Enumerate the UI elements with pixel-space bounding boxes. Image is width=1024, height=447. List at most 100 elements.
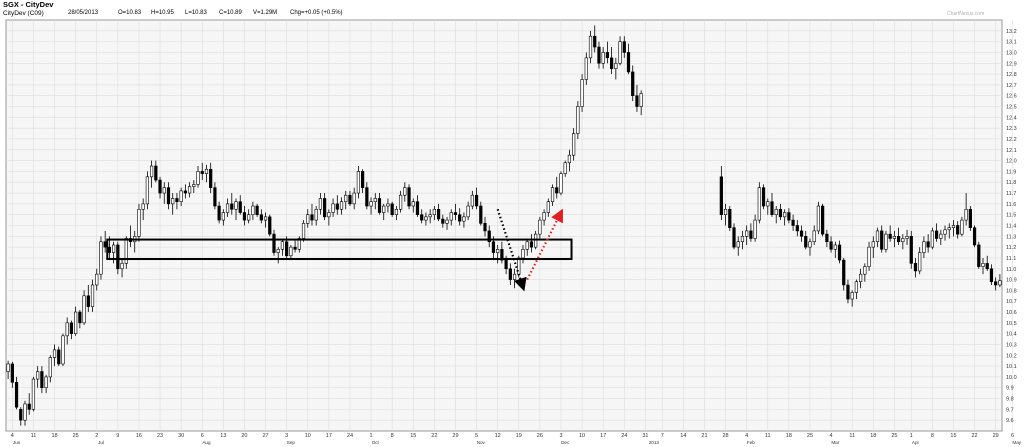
candle <box>57 346 61 367</box>
candle-body-up <box>567 154 572 164</box>
x-tick-label: 2 <box>95 433 98 439</box>
candle <box>964 193 968 226</box>
x-tick-label: 27 <box>262 433 268 439</box>
candle-body-up <box>251 205 255 215</box>
x-tick-label: 5 <box>475 433 478 439</box>
candle-body-down <box>994 281 998 286</box>
candle <box>483 216 487 237</box>
candle <box>428 209 432 224</box>
candle-body-up <box>82 295 86 324</box>
x-tick-label: 22 <box>431 433 437 439</box>
candle <box>749 223 753 242</box>
candle-body-down <box>487 230 491 243</box>
x-tick-label: 29 <box>452 433 458 439</box>
candle-body-down <box>57 349 61 365</box>
candle <box>892 230 896 248</box>
candle-body-down <box>238 201 242 213</box>
candle-body-down <box>989 268 994 283</box>
candle <box>137 203 141 242</box>
change-readout: Chg=+0.05 (+0.5%) <box>290 10 343 16</box>
candle <box>52 344 57 367</box>
candle <box>610 47 614 75</box>
candle <box>268 214 272 237</box>
candle-body-up <box>386 203 390 207</box>
candle-body-up <box>863 266 867 275</box>
x-tick-label: 8 <box>931 433 934 439</box>
candle <box>116 241 120 275</box>
candle-body-down <box>846 284 850 300</box>
candle-body-down <box>896 236 901 243</box>
candle-body-up <box>951 225 956 228</box>
candle-body-up <box>757 187 761 221</box>
candle-body-up <box>871 241 875 248</box>
candle-body-down <box>272 233 276 253</box>
candle <box>69 320 74 340</box>
candle <box>348 190 352 207</box>
candle-body-up <box>356 171 361 194</box>
candle-body-up <box>179 190 183 203</box>
candle <box>926 234 930 253</box>
x-month-label: Feb <box>747 440 755 445</box>
candle-body-down <box>377 198 382 213</box>
candle-body-down <box>390 203 394 215</box>
candle <box>854 279 859 300</box>
candle <box>10 361 14 388</box>
candle-body-up <box>162 187 166 194</box>
x-tick-label: 7 <box>661 433 664 439</box>
candle-body-up <box>859 273 863 283</box>
support-rectangle <box>106 238 573 261</box>
y-tick-label: 13.1 <box>1006 40 1017 46</box>
candle-body-down <box>420 214 424 221</box>
candle-body-up <box>854 281 859 293</box>
candle-body-down <box>19 409 23 421</box>
candle <box>913 257 918 278</box>
candle <box>19 407 23 426</box>
candle-body-up <box>65 322 69 337</box>
candle-body-down <box>86 295 90 307</box>
candle-body-up <box>580 79 584 107</box>
candle <box>994 277 998 291</box>
high-readout: H=10.95 <box>151 10 174 16</box>
candle-body-up <box>601 52 605 64</box>
candle <box>166 182 171 210</box>
y-tick-label: 11.0 <box>1006 267 1016 273</box>
y-tick-label: 13.2 <box>1006 29 1017 35</box>
candle-body-down <box>913 263 918 272</box>
y-tick-label: 9.8 <box>1006 397 1014 403</box>
candle-body-up <box>192 184 196 187</box>
candle-body-down <box>934 230 939 239</box>
candle-body-up <box>816 205 821 232</box>
candle-body-up <box>112 244 116 253</box>
candle <box>736 236 740 256</box>
candle-body-down <box>972 227 977 246</box>
candle <box>365 182 369 210</box>
candle-body-down <box>555 187 559 194</box>
candle <box>888 225 892 242</box>
candle-body-down <box>635 95 639 107</box>
candle-body-down <box>259 214 263 221</box>
candle <box>998 274 1002 288</box>
candle-body-down <box>458 214 462 222</box>
candle-body-down <box>268 216 272 235</box>
candle-body-up <box>875 230 880 243</box>
candle-body-down <box>441 218 445 224</box>
candle-body-up <box>445 219 449 224</box>
candle-body-up <box>234 201 238 210</box>
candle <box>40 366 44 394</box>
open-readout: O=10.83 <box>118 10 142 16</box>
candle-body-down <box>968 208 972 228</box>
candle <box>605 41 610 64</box>
candle <box>369 197 373 215</box>
x-tick-label: 29 <box>993 433 999 439</box>
candle <box>225 198 230 217</box>
candle <box>626 43 631 75</box>
y-tick-label: 10.5 <box>1006 321 1017 327</box>
candle <box>192 180 196 194</box>
candle-body-up <box>301 223 306 239</box>
candle-body-down <box>508 268 512 280</box>
candle-body-down <box>956 225 960 235</box>
candle <box>487 225 491 248</box>
candle-body-up <box>981 263 985 267</box>
candle-body-up <box>753 219 757 239</box>
